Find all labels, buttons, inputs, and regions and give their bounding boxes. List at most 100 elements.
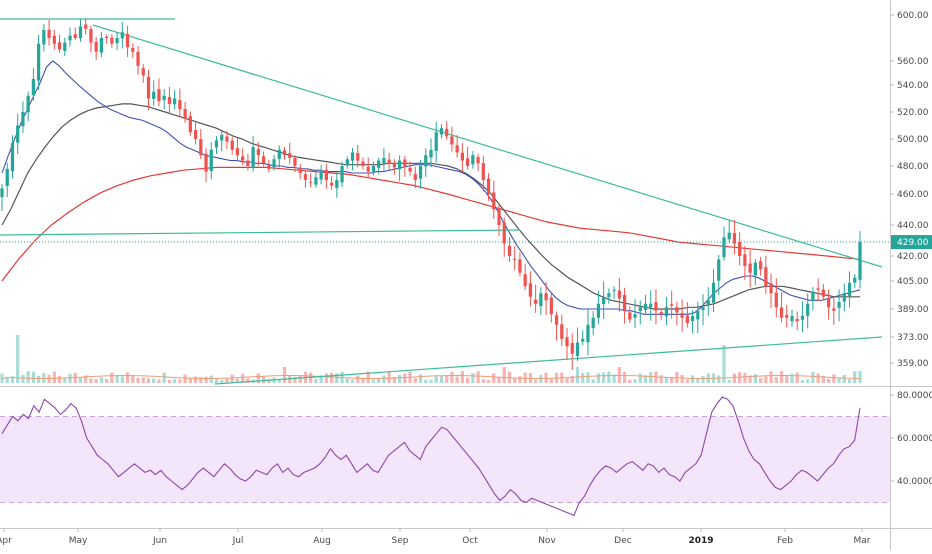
candle [371, 166, 376, 172]
volume-bar [371, 379, 376, 383]
candle [141, 68, 145, 76]
volume-bar [727, 379, 731, 383]
price-tick-label: 440.00 [897, 221, 929, 231]
candle [523, 274, 527, 287]
candle [769, 283, 773, 294]
candle [549, 297, 553, 315]
candle [560, 324, 564, 339]
volume-bar [52, 371, 56, 383]
candle [94, 41, 98, 52]
candle [675, 307, 679, 313]
candle [790, 316, 794, 322]
candle [309, 181, 313, 183]
volume-bar [345, 378, 349, 383]
volume-bar [141, 377, 145, 383]
volume-bar [282, 367, 287, 383]
volume-bar [10, 376, 15, 383]
volume-bar [816, 373, 820, 383]
candle [377, 160, 381, 168]
candle [670, 304, 674, 306]
price-tick-label: 373.00 [897, 333, 929, 343]
volume-bar [31, 371, 36, 383]
candle [785, 314, 789, 318]
volume-bar [204, 376, 208, 383]
volume-bar [256, 373, 260, 383]
volume-bar [507, 371, 512, 383]
candle [277, 149, 281, 159]
time-tick-label: Oct [462, 536, 478, 546]
volume-bar [277, 379, 281, 383]
candle [267, 165, 271, 169]
candle [204, 153, 208, 172]
candle [534, 299, 538, 304]
price-tick-label: 500.00 [897, 135, 929, 145]
price-tick-label: 520.00 [897, 108, 929, 118]
volume-bar [319, 375, 323, 383]
volume-bar [335, 373, 339, 383]
candle [209, 149, 213, 172]
volume-bar [821, 375, 825, 383]
volume-bar [638, 373, 642, 383]
volume-bar [214, 378, 219, 383]
volume-bar [162, 372, 166, 383]
candle [664, 307, 669, 317]
volume-bar [858, 371, 862, 383]
time-tick-label: Dec [614, 536, 631, 546]
candle [554, 315, 559, 325]
volume-bar [628, 379, 632, 383]
volume-bar [178, 379, 182, 383]
candle [811, 291, 815, 302]
volume-bar [497, 377, 501, 383]
volume-bar [199, 377, 203, 383]
candle [492, 192, 496, 210]
candle [261, 156, 266, 164]
candle [800, 316, 805, 320]
price-tick-label: 405.00 [897, 277, 929, 287]
volume-bar [853, 371, 857, 383]
candle [607, 293, 611, 297]
volume-bar [486, 379, 491, 383]
ascending-trendline [214, 336, 883, 385]
volume-bar [842, 374, 846, 383]
candle [539, 293, 543, 307]
candle [167, 96, 172, 104]
candle [753, 262, 757, 276]
candle [246, 160, 250, 166]
candle [858, 242, 862, 280]
candle [497, 207, 501, 225]
candle [225, 136, 229, 142]
volume-bar [37, 375, 41, 383]
volume-bar [105, 378, 109, 383]
volume-ma-line [1, 375, 861, 380]
candle [47, 29, 51, 38]
candle [105, 36, 109, 38]
candle [251, 147, 255, 169]
candle [826, 298, 831, 308]
candle [795, 318, 799, 322]
candle [445, 128, 449, 137]
candle [298, 167, 302, 173]
price-tick-label: 480.00 [897, 162, 929, 172]
volume-bar [717, 375, 721, 383]
candle [471, 155, 475, 165]
candle [329, 182, 334, 186]
candle [633, 314, 637, 318]
candle [764, 267, 768, 287]
volume-bar [591, 379, 595, 383]
candle [125, 33, 130, 48]
candle [173, 98, 177, 105]
volume-bar [534, 379, 538, 383]
volume-bar [183, 374, 187, 383]
volume-bar [94, 378, 98, 383]
candle [120, 32, 124, 39]
volume-bar [356, 375, 360, 383]
candle [774, 292, 778, 308]
volume-bar [418, 374, 423, 383]
candle [288, 153, 292, 158]
last-price-badge [891, 235, 932, 250]
volume-bar [643, 375, 648, 383]
volume-bar [769, 371, 773, 383]
candle [717, 259, 721, 281]
candle [392, 162, 396, 168]
candle [711, 282, 716, 303]
